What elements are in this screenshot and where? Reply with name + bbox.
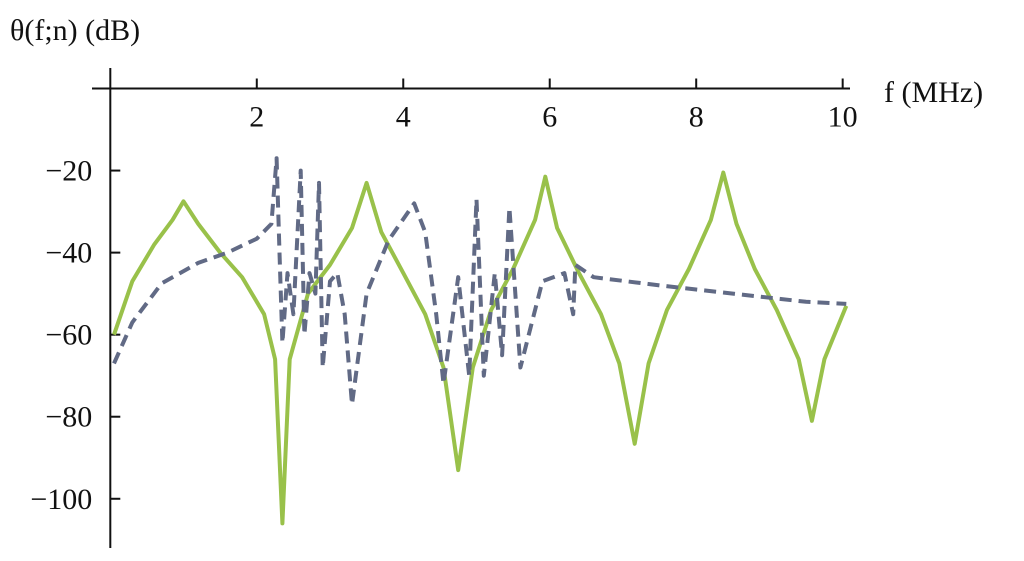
y-tick-label: −80 <box>45 401 92 434</box>
x-tick-label: 6 <box>542 101 557 134</box>
data-line <box>112 170 849 526</box>
y-tick-label: −100 <box>30 483 92 516</box>
y-tick-label: −40 <box>45 237 92 270</box>
x-axis-label: f (MHz) <box>884 76 983 109</box>
y-tick-label: −20 <box>45 155 92 188</box>
x-tick-label: 4 <box>396 101 411 134</box>
x-tick-label: 8 <box>689 101 704 134</box>
y-axis-label: θ(f;n) (dB) <box>10 14 140 47</box>
x-tick-label: 2 <box>249 101 264 134</box>
y-tick-label: −60 <box>45 319 92 352</box>
x-tick-label: 10 <box>828 101 858 134</box>
data-line <box>112 156 847 407</box>
